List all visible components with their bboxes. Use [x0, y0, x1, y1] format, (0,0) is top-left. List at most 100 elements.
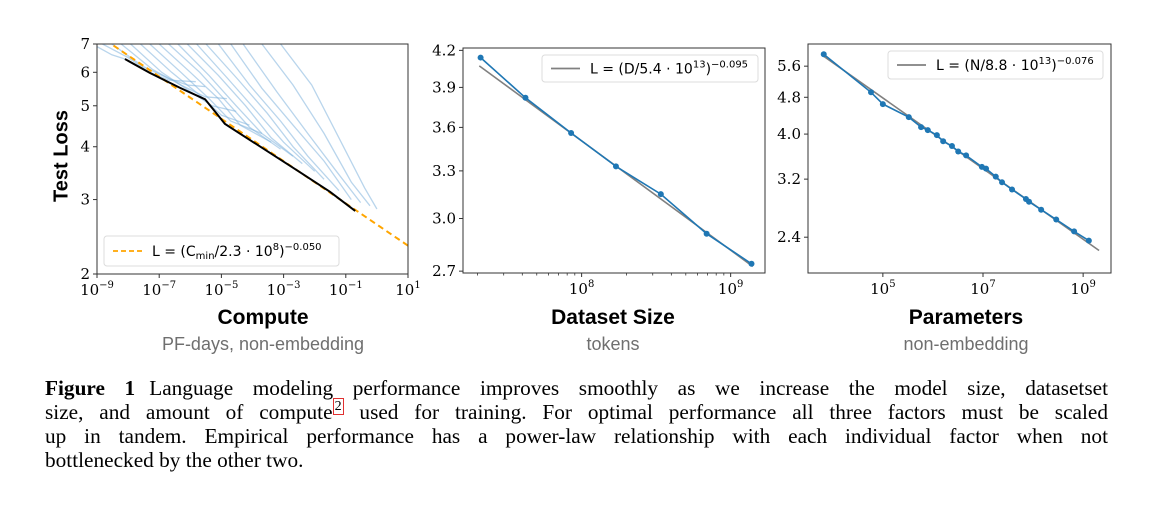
training-curve [149, 44, 263, 135]
legend-label: L = (N/8.8 · 1013)−0.076 [936, 56, 1094, 74]
legend-label: L = (D/5.4 · 1013)−0.095 [590, 60, 748, 78]
data-point [820, 51, 827, 58]
y-tick-label: 7 [80, 35, 90, 53]
data-point [940, 138, 947, 145]
training-curve [158, 44, 272, 143]
series-line [480, 57, 752, 265]
plot-area [477, 54, 755, 268]
x-tick-label-exponent: −9 [99, 280, 114, 291]
y-tick-label: 4.0 [777, 125, 801, 143]
x-tick-label-base: 10 [329, 281, 348, 299]
figure-caption: Figure 1 Language modeling performance im… [45, 376, 1108, 472]
legend-text: L = (D/5.4 · 10 [590, 62, 693, 78]
training-curve [177, 44, 294, 157]
legend-text: ) [279, 244, 284, 260]
y-axis-label-test-loss: Test Loss [50, 110, 73, 202]
data-point [477, 54, 484, 61]
x-tick-label-exponent: −7 [161, 280, 176, 291]
caption-text: Language modeling performance improves s… [149, 376, 1108, 400]
data-point [568, 129, 575, 136]
y-tick-label: 3.9 [432, 78, 456, 96]
training-curve [120, 44, 227, 100]
y-tick-label: 6 [80, 63, 90, 81]
x-axis-title-parameters: Parameters [908, 306, 1024, 329]
training-curve [205, 44, 325, 180]
x-tick-label: 109 [1070, 279, 1095, 298]
legend: L = (N/8.8 · 1013)−0.076 [887, 50, 1104, 80]
caption-text: size, and amount of compute [45, 400, 333, 424]
data-point [933, 132, 940, 139]
x-axis-subtitle-dataset-size: tokens [586, 334, 640, 354]
x-tick-label: 105 [870, 279, 895, 298]
legend-superscript: 13 [693, 60, 706, 71]
caption-text: up in tandem. Empirical performance has … [45, 424, 1108, 448]
legend-superscript: −0.076 [1057, 56, 1094, 67]
legend-text: /2.3 · 10 [215, 244, 273, 260]
data-point [918, 124, 925, 131]
y-tick-label: 2.4 [777, 228, 801, 246]
x-tick-label-base: 10 [142, 281, 161, 299]
plot-frame [462, 47, 766, 274]
data-point [1071, 228, 1078, 235]
y-tick-label: 3.6 [432, 118, 456, 136]
x-tick-label-base: 10 [80, 281, 99, 299]
data-point [1085, 237, 1092, 244]
x-axis-title-compute: Compute [217, 306, 309, 329]
data-point [999, 179, 1006, 186]
x-tick-label-exponent: 5 [889, 279, 895, 290]
caption-line: Figure 1 Language modeling performance im… [45, 376, 1108, 400]
training-curve [168, 44, 281, 150]
legend-text: ) [1051, 58, 1056, 74]
y-tick-label: 4 [80, 138, 90, 156]
legend: L = (Cmin/2.3 · 108)−0.050 [103, 235, 340, 267]
data-point [1038, 206, 1045, 213]
legend-superscript: 8 [273, 242, 279, 253]
x-tick-label-exponent: −5 [224, 280, 239, 291]
data-point [983, 165, 990, 172]
x-axis-title-dataset-size: Dataset Size [551, 306, 675, 329]
y-tick-label: 3.2 [777, 170, 801, 188]
y-tick-label: 2 [80, 265, 90, 283]
caption-text: used for training. For optimal performan… [343, 400, 1108, 424]
data-point [612, 163, 619, 170]
x-tick-label: 10−5 [204, 280, 238, 299]
plot-area [97, 44, 408, 247]
data-point [924, 127, 931, 134]
x-tick-label: 10−7 [142, 280, 176, 299]
legend-superscript: −0.095 [711, 60, 748, 71]
y-tick-label: 5.6 [777, 57, 801, 75]
data-point [703, 230, 710, 237]
data-point [1026, 198, 1033, 205]
x-tick-label-base: 10 [204, 281, 223, 299]
x-tick-label-exponent: 7 [989, 279, 995, 290]
x-tick-label: 109 [718, 279, 743, 298]
caption-line: size, and amount of compute 2 used for tr… [45, 398, 1108, 424]
training-curve [242, 44, 362, 203]
y-tick-label: 4.2 [432, 41, 456, 59]
legend: L = (D/5.4 · 1013)−0.095 [541, 54, 759, 83]
x-axis-subtitle-compute: PF-days, non-embedding [161, 334, 365, 354]
data-point [955, 148, 962, 155]
training-curve [196, 44, 316, 172]
caption-line: up in tandem. Empirical performance has … [45, 424, 1108, 448]
footnote-link[interactable]: 2 [332, 398, 344, 415]
x-tick-label: 10−9 [80, 280, 114, 299]
y-tick-label: 3.0 [432, 210, 456, 228]
legend-superscript: 13 [1039, 56, 1052, 67]
plot-frame [96, 43, 409, 275]
legend-text: ) [706, 62, 711, 78]
x-tick-label-base: 10 [970, 280, 989, 298]
caption-text: bottlenecked by the other two. [45, 448, 304, 472]
figure-label: Figure 1 [45, 376, 136, 400]
data-point [657, 191, 664, 198]
training-curve [186, 44, 303, 165]
x-tick-label-base: 10 [718, 280, 737, 298]
plot-frame [807, 43, 1112, 274]
caption-line: bottlenecked by the other two. [45, 448, 1108, 472]
data-point [868, 89, 875, 96]
x-tick-label-base: 10 [870, 280, 889, 298]
training-curve [140, 44, 250, 126]
